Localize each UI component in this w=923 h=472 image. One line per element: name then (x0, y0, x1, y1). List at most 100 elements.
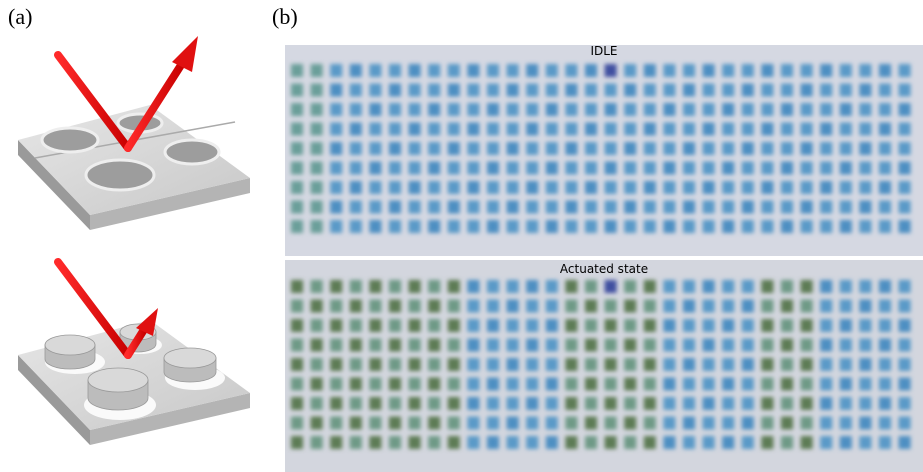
pixel (605, 123, 617, 136)
pixel (487, 201, 499, 214)
pixel (311, 319, 323, 332)
pixel (409, 220, 421, 233)
pixel (507, 378, 519, 391)
pixel (820, 162, 832, 175)
pixel (428, 103, 440, 116)
pixel (585, 300, 597, 313)
pixel (350, 436, 362, 449)
pixel (487, 358, 499, 371)
pixel (409, 162, 421, 175)
pixel (409, 123, 421, 136)
pixel (899, 84, 911, 97)
panel-label: (a) (8, 4, 32, 29)
pixel (703, 181, 715, 194)
pixel (389, 417, 401, 430)
pixel (879, 319, 891, 332)
pixel (820, 378, 832, 391)
pixel (722, 142, 734, 155)
pixel (703, 417, 715, 430)
pixel (428, 123, 440, 136)
pixel (330, 417, 342, 430)
pixel (722, 103, 734, 116)
pixel (526, 300, 538, 313)
pixel (428, 280, 440, 293)
pixel (291, 201, 303, 214)
pixel (879, 201, 891, 214)
pixel (350, 378, 362, 391)
pixel (350, 201, 362, 214)
pixel (879, 123, 891, 136)
pixel (291, 397, 303, 410)
pixel (565, 339, 577, 352)
pixel (859, 339, 871, 352)
pixel (859, 220, 871, 233)
pixel (565, 280, 577, 293)
pixel (801, 436, 813, 449)
pixel (663, 339, 675, 352)
pixel (350, 123, 362, 136)
pixel (879, 339, 891, 352)
pixel (840, 339, 852, 352)
pixel (487, 280, 499, 293)
pixel (624, 397, 636, 410)
pixel (761, 319, 773, 332)
pixel (546, 319, 558, 332)
pixel (605, 436, 617, 449)
pixel (448, 123, 460, 136)
pixel (330, 378, 342, 391)
pixel (742, 201, 754, 214)
pixel (585, 64, 597, 77)
pixel (409, 417, 421, 430)
pixel (899, 220, 911, 233)
pixel (526, 123, 538, 136)
pixel (448, 300, 460, 313)
pixel (526, 417, 538, 430)
pixel (389, 201, 401, 214)
pixel (330, 436, 342, 449)
pixel (330, 84, 342, 97)
pixel (683, 319, 695, 332)
pixel (369, 280, 381, 293)
pixel (428, 319, 440, 332)
pixel (683, 397, 695, 410)
pixel (291, 84, 303, 97)
pixel (605, 84, 617, 97)
pixel (761, 220, 773, 233)
pixel (389, 300, 401, 313)
pixel (448, 280, 460, 293)
pixel (703, 397, 715, 410)
pixel (526, 378, 538, 391)
pixel (761, 339, 773, 352)
pixel (840, 378, 852, 391)
pixel (879, 300, 891, 313)
pixel (291, 280, 303, 293)
pixel (801, 300, 813, 313)
pixel (507, 397, 519, 410)
pixel (899, 181, 911, 194)
pixel (663, 181, 675, 194)
pixel (840, 220, 852, 233)
pixel (487, 397, 499, 410)
pixel (801, 162, 813, 175)
pixel (467, 339, 479, 352)
pixel (428, 201, 440, 214)
pixel (428, 162, 440, 175)
pixel (526, 103, 538, 116)
pixel (428, 220, 440, 233)
pixel (311, 358, 323, 371)
pixel (350, 417, 362, 430)
pixel (409, 319, 421, 332)
pixel (722, 378, 734, 391)
pixel (526, 201, 538, 214)
pixel (663, 84, 675, 97)
pixel (487, 378, 499, 391)
pixel (879, 64, 891, 77)
pixel (565, 162, 577, 175)
pixel (605, 103, 617, 116)
pixel (624, 436, 636, 449)
pixel (369, 142, 381, 155)
panel-label: (b) (272, 4, 298, 29)
pixel (428, 181, 440, 194)
pixel (330, 358, 342, 371)
pixel (291, 378, 303, 391)
